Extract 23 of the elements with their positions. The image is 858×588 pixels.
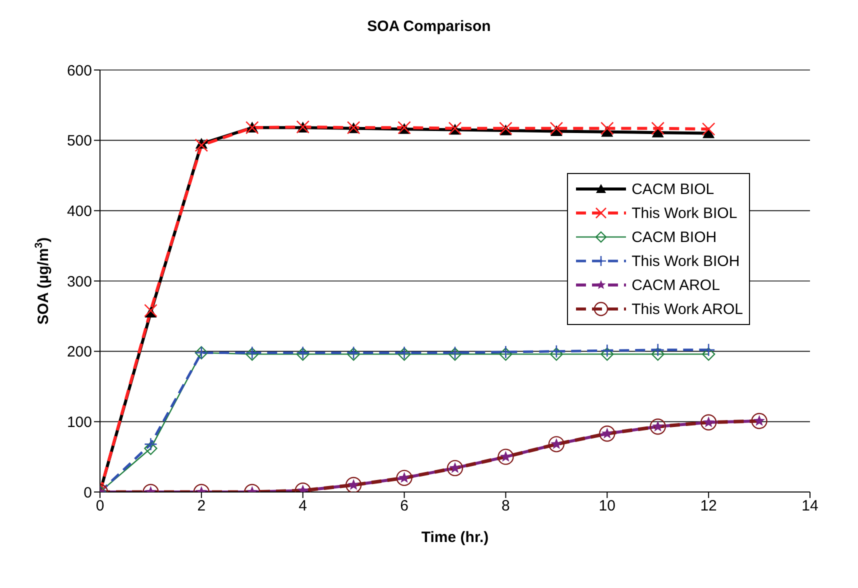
x-tick-label: 8 (502, 498, 510, 515)
y-tick-label: 200 (66, 344, 92, 361)
x-tick-label: 0 (96, 498, 104, 515)
y-tick-label: 300 (66, 273, 92, 290)
x-tick-label: 14 (802, 498, 818, 515)
y-tick-label: 600 (66, 62, 92, 80)
x-tick-label: 6 (400, 498, 408, 515)
legend-label: CACM BIOH (632, 228, 717, 246)
x-axis-title: Time (hr.) (421, 529, 489, 546)
x-tick-label: 2 (197, 498, 206, 515)
y-tick-label: 400 (66, 202, 92, 220)
legend-label: CACM AROL (632, 276, 720, 294)
y-tick-label: 0 (84, 484, 92, 502)
chart-title: SOA Comparison (367, 18, 491, 35)
x-tick-label: 10 (598, 498, 616, 515)
legend-label: This Work BIOL (632, 204, 738, 222)
legend-label: CACM BIOL (632, 180, 714, 198)
y-tick-label: 500 (66, 132, 92, 150)
legend-label: This Work BIOH (632, 252, 740, 270)
y-tick-label: 100 (66, 414, 92, 431)
legend-label: This Work AROL (632, 300, 743, 318)
x-tick-label: 4 (298, 498, 308, 515)
x-tick-label: 12 (700, 498, 717, 515)
